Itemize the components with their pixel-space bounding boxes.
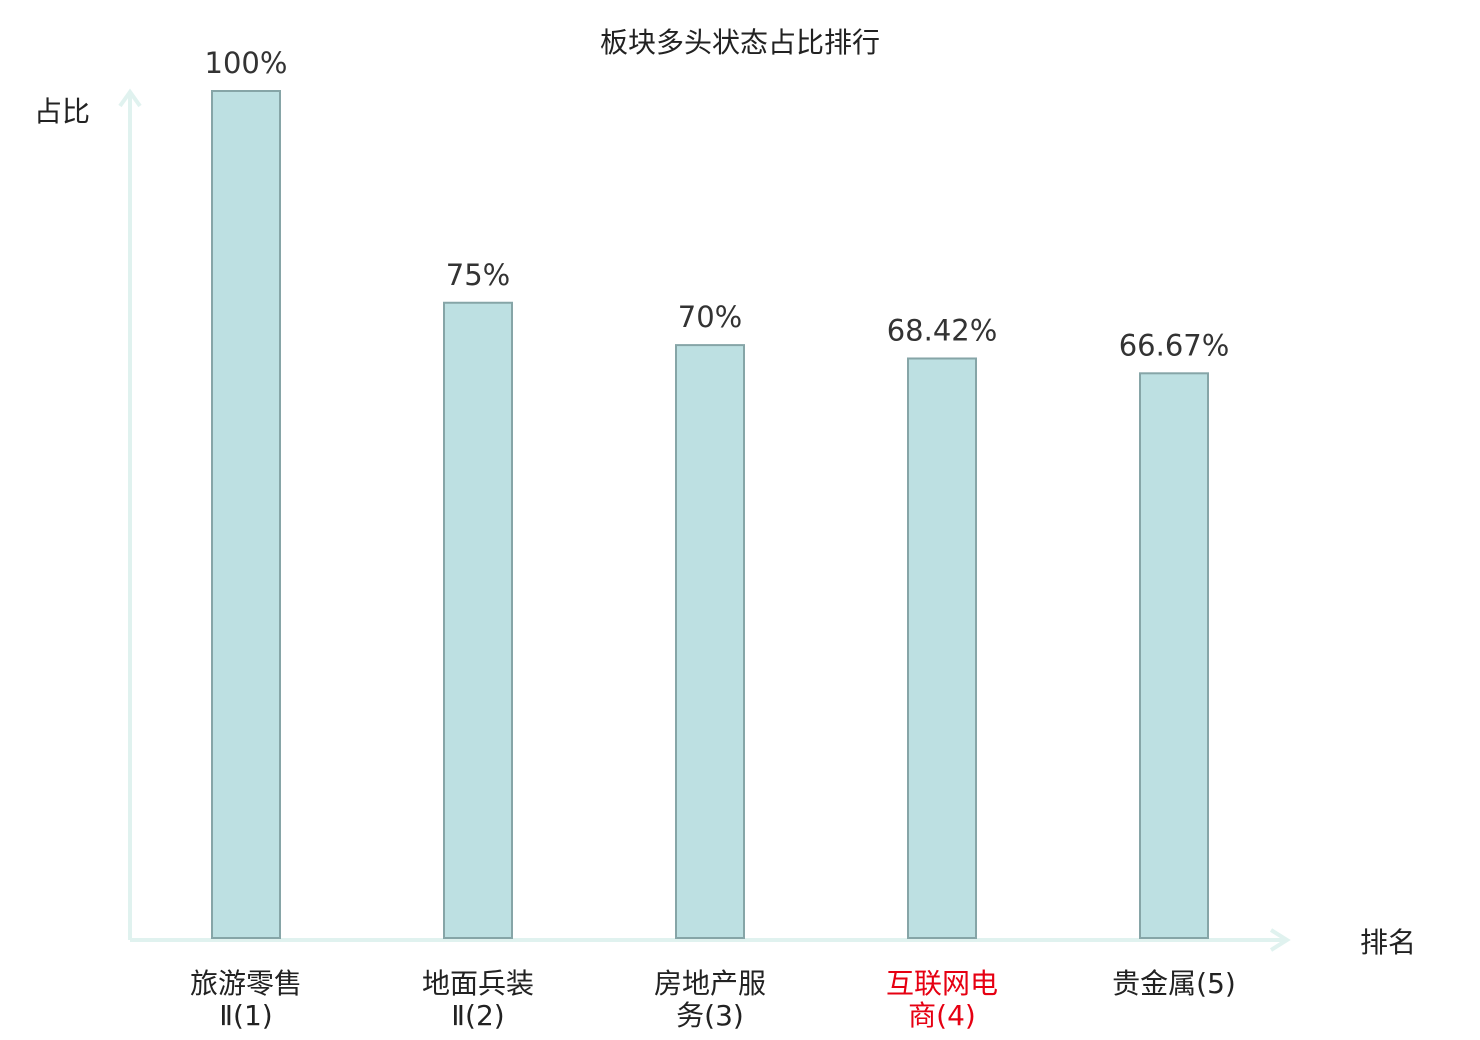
bar-2 [443,301,513,939]
x-axis-label: 排名 [1360,926,1416,959]
category-label-3-line-1: 房地产服 [654,967,766,1000]
bar-1 [211,90,281,939]
category-label-4-line-2: 商(4) [908,999,976,1032]
y-axis-label: 占比 [34,95,90,128]
category-label-4-line-1: 互联网电 [886,967,998,1000]
axes [118,88,1291,952]
value-label-5: 66.67% [1119,328,1230,362]
chart-title: 板块多头状态占比排行 [600,26,880,59]
category-label-1-line-1: 旅游零售 [190,967,302,1000]
x-axis-arrow [1269,928,1291,952]
category-label-5-line-1: 贵金属(5) [1112,967,1236,1000]
category-label-2-line-2: Ⅱ(2) [451,999,504,1032]
value-label-1: 100% [205,46,288,80]
bars [211,90,1209,940]
value-label-2: 75% [446,258,510,292]
y-axis-arrow [118,88,142,108]
category-label-2-line-1: 地面兵装 [422,967,534,1000]
value-label-3: 70% [678,300,742,334]
category-label-1-line-2: Ⅱ(1) [219,999,272,1032]
bar-4 [907,357,977,939]
value-label-4: 68.42% [887,313,998,347]
bar-5 [1139,372,1209,939]
value-labels: 100% 75% 70% 68.42% 66.67% [205,46,1230,362]
bar-3 [675,344,745,940]
category-label-3-line-2: 务(3) [676,999,744,1032]
